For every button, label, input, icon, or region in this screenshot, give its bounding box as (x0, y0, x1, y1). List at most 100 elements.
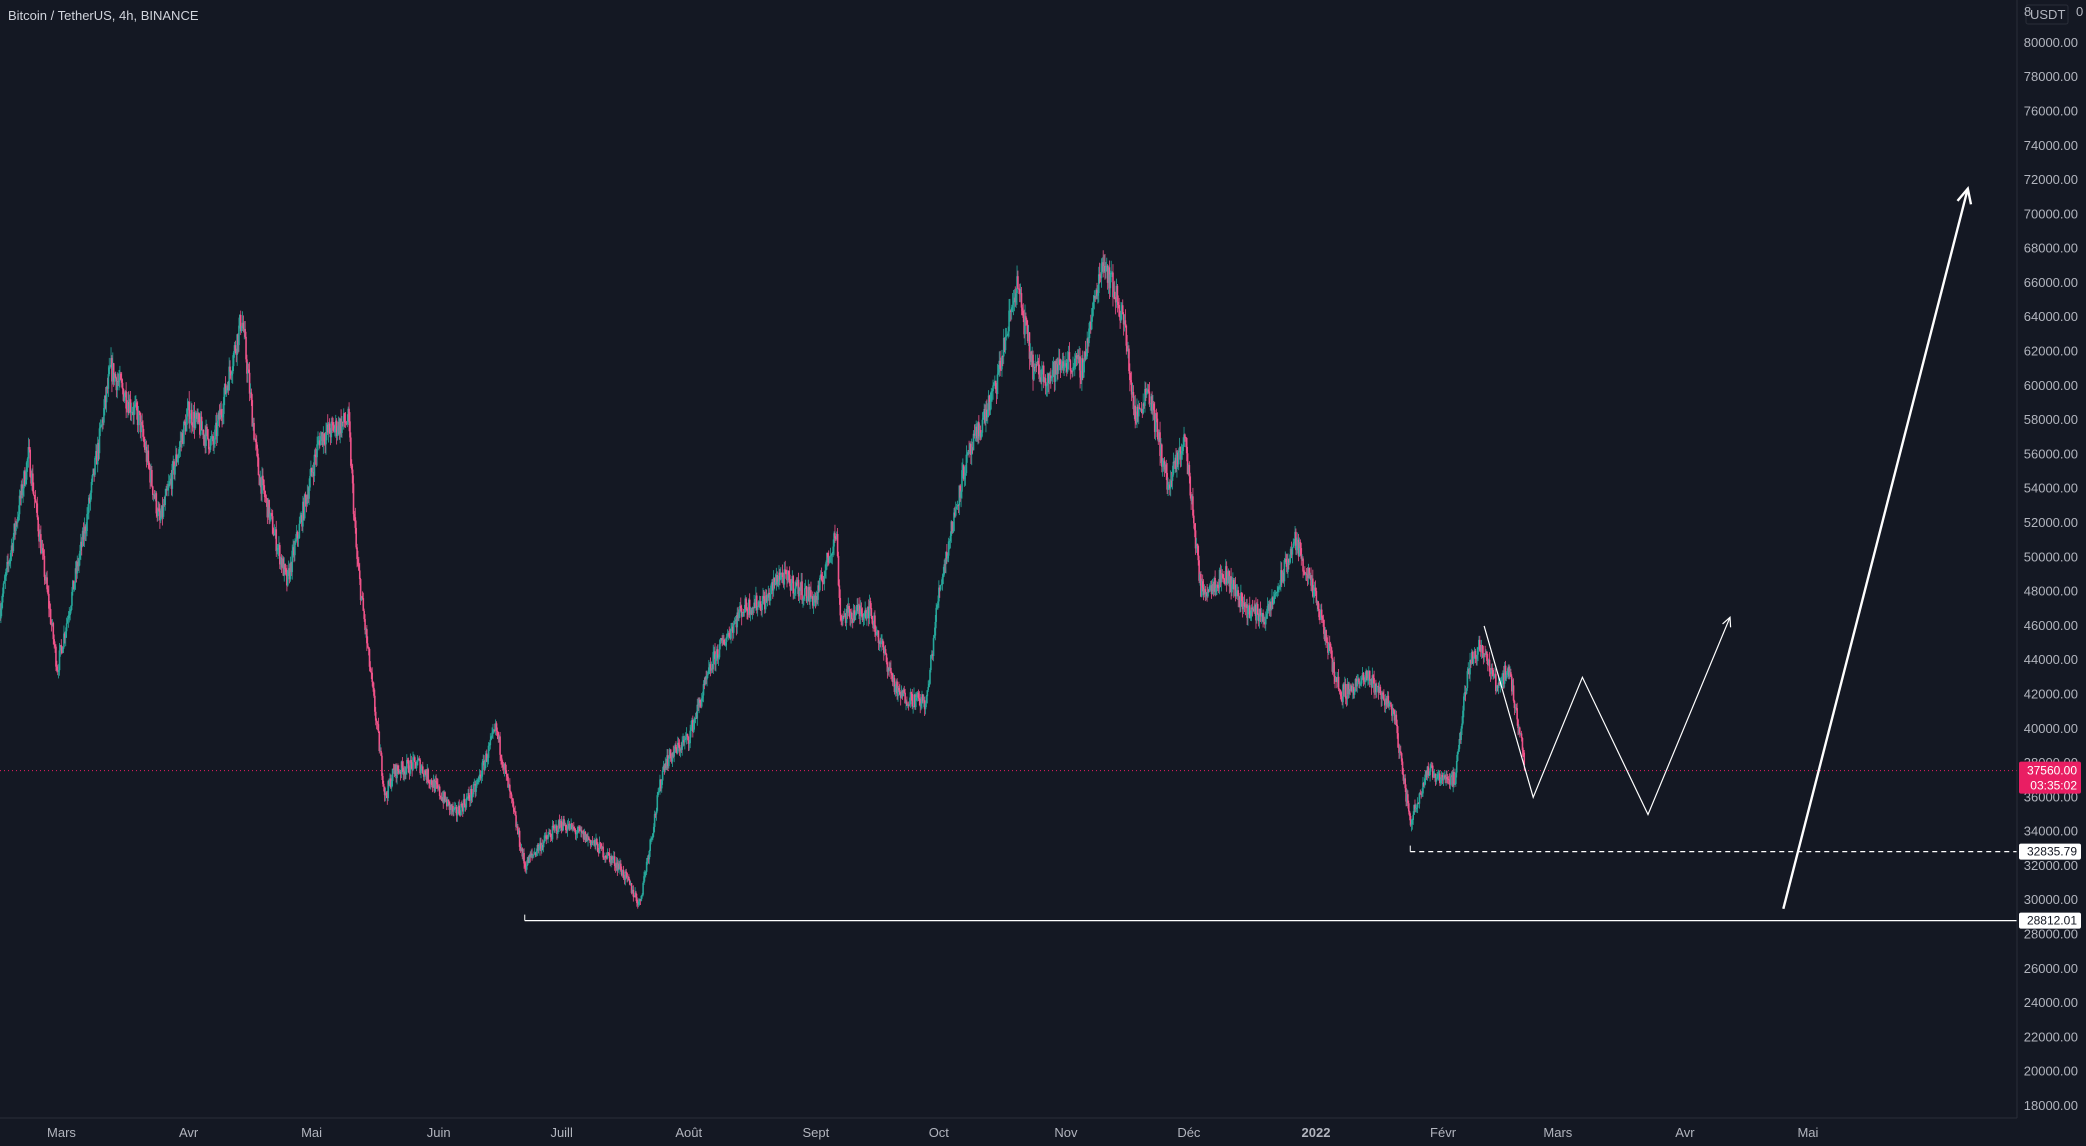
candle-body (668, 749, 671, 759)
candle-body (878, 641, 881, 644)
candle-body (884, 649, 887, 654)
candle-body (1081, 358, 1084, 378)
candle-body (850, 612, 852, 619)
candle-body (1462, 710, 1464, 724)
price-tick-label: 72000.00 (2024, 172, 2078, 187)
candle-body (403, 771, 405, 775)
candle-body (1256, 604, 1258, 621)
candle-body (1503, 665, 1506, 684)
candle-body (1078, 356, 1081, 360)
candle-body (493, 729, 495, 731)
candle-body (566, 826, 569, 832)
candle-body (1366, 670, 1368, 681)
candle-body (410, 760, 413, 764)
candle-body (1067, 352, 1070, 360)
candle-body (1197, 546, 1200, 561)
candle-body (1054, 361, 1057, 382)
candle-body (1123, 320, 1126, 325)
candle-body (1520, 733, 1523, 738)
currency-label[interactable]: USDT (2030, 7, 2065, 22)
candle-body (670, 756, 673, 762)
candle-body (328, 423, 331, 434)
candle-body (835, 538, 837, 540)
candle-body (1205, 592, 1208, 594)
candle-body (442, 797, 445, 803)
candle-body (1161, 444, 1163, 467)
candle-body (373, 687, 375, 696)
candle-body (15, 522, 17, 531)
candle-body (896, 681, 898, 697)
candle-body (798, 587, 801, 597)
candle-body (338, 421, 341, 435)
candle-body (1359, 683, 1361, 685)
candle-body (187, 401, 190, 409)
candle-body (885, 653, 888, 663)
candle-body (852, 610, 855, 623)
candle-body (1084, 351, 1087, 360)
candle-body (1455, 772, 1457, 784)
candle-body (199, 422, 201, 435)
candle-body (806, 598, 809, 602)
candle-body (646, 857, 649, 862)
candle-body (168, 481, 171, 484)
candle-body (1073, 366, 1075, 368)
candle-body (268, 499, 270, 520)
candle-body (1012, 300, 1015, 305)
drawings[interactable] (524, 185, 2017, 922)
time-axis-panel[interactable] (0, 1118, 2086, 1146)
candle-body (995, 389, 998, 395)
projection-zigzag[interactable] (1483, 617, 1731, 816)
candle-body (1136, 406, 1138, 423)
candle-body (451, 805, 453, 810)
candle-body (1407, 803, 1410, 812)
candle-body (428, 782, 430, 783)
price-axis-panel[interactable] (2017, 0, 2086, 1146)
candle-body (638, 899, 641, 902)
candle-body (1070, 370, 1073, 372)
candle-body (1304, 571, 1306, 575)
candle-body (525, 867, 527, 870)
candle-body (834, 533, 836, 539)
candle-body (178, 446, 181, 454)
candle-body (1342, 684, 1344, 703)
candle-body (1516, 708, 1518, 720)
candle-body (374, 711, 377, 721)
candle-body (568, 823, 571, 830)
candle-body (986, 409, 988, 418)
candle-body (1328, 643, 1331, 645)
candle-body (893, 678, 896, 692)
candle-body (4, 576, 7, 581)
candle-body (588, 839, 591, 841)
candle-body (650, 839, 652, 841)
candle-body (287, 568, 290, 571)
candle-body (425, 774, 428, 780)
candle-body (835, 533, 838, 539)
candle-body (1191, 496, 1193, 501)
candle-body (584, 831, 587, 843)
candle-body (708, 664, 711, 668)
candle-body (421, 766, 423, 769)
currency-badge[interactable] (2025, 4, 2069, 25)
candle-body (477, 779, 479, 783)
candle-body (1497, 682, 1500, 689)
candle-body (1110, 272, 1112, 275)
candle-body (1523, 752, 1526, 766)
candle-body (120, 379, 123, 383)
projection-arrow[interactable] (1782, 188, 1969, 910)
candle-body (1383, 694, 1385, 701)
candle-body (636, 903, 639, 905)
candle-body (776, 575, 779, 585)
candle-body (1294, 531, 1296, 542)
candle-body (595, 839, 597, 846)
candle-body (979, 429, 982, 438)
candle-body (1113, 291, 1115, 298)
candle-body (911, 693, 914, 707)
candle-body (1140, 408, 1143, 410)
candle-body (1473, 650, 1476, 659)
candle-body (636, 897, 638, 904)
candle-body (259, 477, 262, 486)
candle-body (1237, 590, 1240, 600)
candle-body (265, 497, 268, 499)
